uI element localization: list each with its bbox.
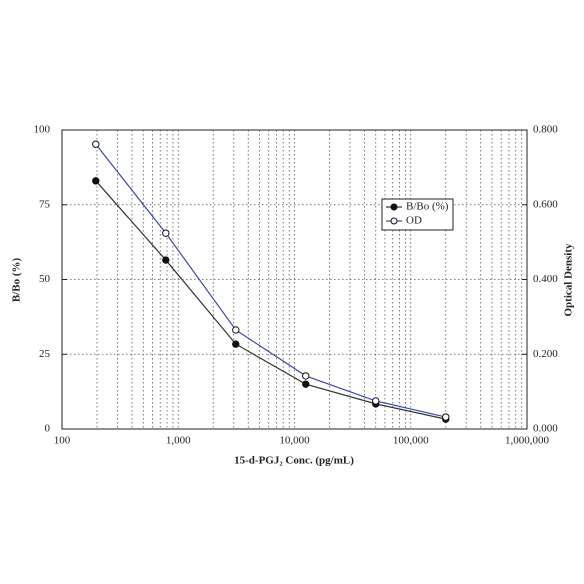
y2-tick-label: 0.200 xyxy=(533,348,558,360)
x-tick-label: 1,000,000 xyxy=(505,435,550,447)
data-point xyxy=(162,256,170,264)
data-point xyxy=(302,380,310,388)
x-tick-label: 10,000 xyxy=(279,435,310,447)
x-tick-label: 1,000 xyxy=(166,435,191,447)
data-point xyxy=(92,177,100,185)
y-tick-label: 25 xyxy=(39,348,51,360)
x-tick-label: 100,000 xyxy=(393,435,429,447)
data-point xyxy=(372,397,380,405)
x-axis-title: 15-d-PGJ₂ Conc. (pg/mL) xyxy=(234,455,354,467)
y2-axis-title: Optical Density xyxy=(563,243,575,317)
legend-marker xyxy=(390,203,398,211)
y2-tick-label: 0.800 xyxy=(533,124,558,136)
plot-frame xyxy=(61,129,528,430)
y-axis-title: B/Bo (%) xyxy=(11,258,23,303)
y-tick-label: 75 xyxy=(39,198,51,210)
legend-label: OD xyxy=(406,215,422,227)
data-point xyxy=(232,340,240,348)
legend-marker xyxy=(390,217,398,225)
data-point xyxy=(162,229,170,237)
x-tick-label: 100 xyxy=(54,435,71,447)
series-line xyxy=(95,143,446,418)
data-point xyxy=(442,413,450,421)
y2-tick-label: 0.600 xyxy=(533,198,558,210)
y-tick-label: 50 xyxy=(39,273,51,285)
data-point xyxy=(302,372,310,380)
legend-label: B/Bo (%) xyxy=(406,201,449,213)
y2-tick-label: 0.000 xyxy=(533,423,558,435)
y-tick-label: 0 xyxy=(45,423,51,435)
data-point xyxy=(232,326,240,334)
series-line xyxy=(95,180,446,420)
y2-tick-label: 0.400 xyxy=(533,273,558,285)
data-point xyxy=(92,140,100,148)
y-tick-label: 100 xyxy=(34,124,51,136)
